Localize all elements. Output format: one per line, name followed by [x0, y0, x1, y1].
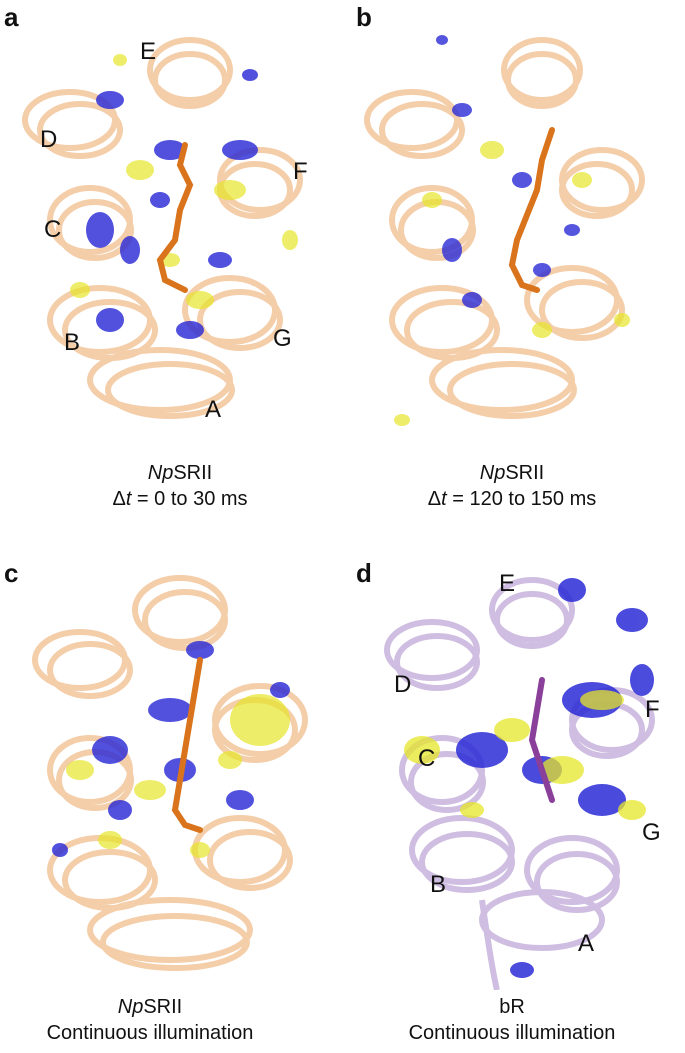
- ribbon-helices-a: [22, 37, 303, 419]
- panel-b: b NpSRII Δt = 120 to 150 ms: [342, 0, 685, 520]
- panel-letter-b: b: [356, 2, 372, 32]
- helix-label-g: G: [642, 819, 661, 846]
- helix-label-f: F: [645, 696, 660, 723]
- helix-label-e: E: [140, 38, 157, 65]
- caption-b: NpSRII Δt = 120 to 150 ms: [427, 462, 597, 510]
- helix-label-e: E: [499, 570, 516, 597]
- retinal-c: [171, 657, 203, 833]
- helix-label-d: D: [394, 671, 412, 698]
- retinal-a: [156, 142, 194, 293]
- density-positive-c: [66, 694, 290, 858]
- helix-label-b: B: [64, 329, 81, 356]
- retinal-d: [528, 677, 555, 803]
- density-negative-c: [52, 641, 290, 857]
- density-positive-a: [70, 54, 298, 309]
- panel-letter-c: c: [4, 558, 19, 588]
- structure-image-c: [32, 575, 308, 971]
- panel-a: a E D F C B G A: [0, 0, 342, 520]
- caption-d: bR Continuous illumination: [408, 996, 616, 1044]
- density-positive-b: [394, 141, 630, 426]
- structure-image-a: [22, 37, 303, 419]
- ribbon-helices-b: [364, 37, 645, 419]
- structure-image-b: [364, 35, 645, 426]
- helix-label-b: B: [430, 871, 447, 898]
- helix-label-c: C: [44, 216, 62, 243]
- density-negative-b: [436, 35, 580, 308]
- panel-d: d E D F C G B A bR: [342, 550, 685, 1053]
- density-negative-a: [86, 69, 258, 339]
- helix-label-c: C: [418, 745, 436, 772]
- density-positive-d: [404, 690, 646, 820]
- panel-c: c NpSRII Continuous illumination: [0, 550, 342, 1053]
- retinal-b: [508, 127, 555, 293]
- panel-letter-d: d: [356, 558, 372, 588]
- helix-label-a: A: [578, 930, 595, 957]
- caption-a: NpSRII Δt = 0 to 30 ms: [112, 462, 248, 510]
- panel-letter-a: a: [4, 2, 19, 32]
- helix-label-g: G: [273, 325, 292, 352]
- helix-label-a: A: [205, 396, 222, 423]
- helix-label-f: F: [293, 158, 308, 185]
- caption-c: NpSRII Continuous illumination: [46, 996, 254, 1044]
- ribbon-helices-d: [384, 577, 655, 990]
- structure-image-d: [384, 577, 655, 990]
- helix-label-d: D: [40, 126, 58, 153]
